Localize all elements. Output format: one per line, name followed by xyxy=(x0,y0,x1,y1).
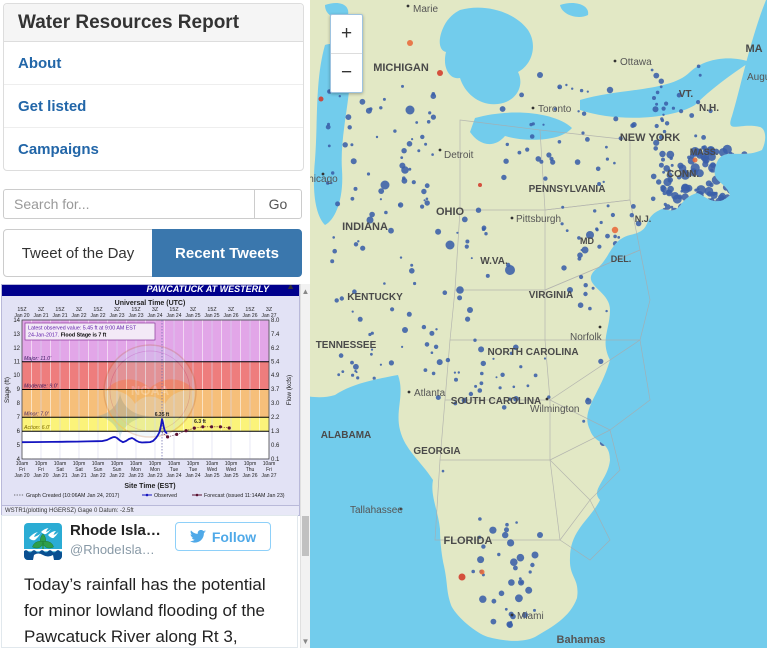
svg-text:Jan 27: Jan 27 xyxy=(261,473,276,479)
svg-text:Jan 26: Jan 26 xyxy=(242,473,257,479)
svg-text:0.6: 0.6 xyxy=(271,443,280,449)
svg-text:MD: MD xyxy=(580,236,594,246)
svg-text:NEW YORK: NEW YORK xyxy=(620,132,680,144)
svg-text:4.9: 4.9 xyxy=(271,373,280,379)
svg-text:Jan 21: Jan 21 xyxy=(52,473,67,479)
svg-text:12: 12 xyxy=(13,346,20,352)
svg-text:CONN.: CONN. xyxy=(667,169,699,180)
svg-text:Jan 23: Jan 23 xyxy=(128,313,143,319)
svg-text:Jan 22: Jan 22 xyxy=(90,473,105,479)
svg-text:Norfolk: Norfolk xyxy=(570,332,603,343)
svg-text:Chicago: Chicago xyxy=(310,174,338,185)
svg-text:W.VA.: W.VA. xyxy=(480,256,508,267)
svg-text:14: 14 xyxy=(13,318,20,324)
svg-text:Jan 23: Jan 23 xyxy=(128,473,143,479)
svg-text:Graph Created (10:06AM Jan 24,: Graph Created (10:06AM Jan 24, 2017) xyxy=(26,493,120,499)
svg-text:2.2: 2.2 xyxy=(271,415,280,421)
svg-text:Toronto: Toronto xyxy=(538,104,572,115)
svg-text:NOAA: NOAA xyxy=(131,383,170,398)
svg-text:Jan 25: Jan 25 xyxy=(204,313,219,319)
svg-text:Tallahassee: Tallahassee xyxy=(350,505,403,516)
svg-text:Marie: Marie xyxy=(413,4,438,15)
svg-text:Jan 21: Jan 21 xyxy=(33,313,48,319)
svg-text:Jan 24: Jan 24 xyxy=(185,473,200,479)
svg-text:Latest observed value: 5.45 f: Latest observed value: 5.45 ft at 9:00 A… xyxy=(28,326,137,332)
svg-text:Jan 23: Jan 23 xyxy=(109,313,124,319)
svg-text:Flow (kcfs): Flow (kcfs) xyxy=(286,375,293,405)
svg-text:Site Time (EST): Site Time (EST) xyxy=(124,483,175,490)
svg-text:Jan 25: Jan 25 xyxy=(204,473,219,479)
svg-text:Detroit: Detroit xyxy=(444,150,474,161)
svg-text:Jan 26: Jan 26 xyxy=(223,313,238,319)
svg-text:Jan 22: Jan 22 xyxy=(109,473,124,479)
svg-text:Stage (ft): Stage (ft) xyxy=(4,377,11,403)
svg-text:N.J.: N.J. xyxy=(635,214,652,224)
svg-text:Observed: Observed xyxy=(154,493,177,499)
svg-text:Jan 25: Jan 25 xyxy=(223,473,238,479)
svg-text:INDIANA: INDIANA xyxy=(342,221,388,233)
svg-text:Universal Time (UTC): Universal Time (UTC) xyxy=(115,300,186,307)
svg-text:Bahamas: Bahamas xyxy=(557,634,606,646)
svg-text:1.3: 1.3 xyxy=(271,429,280,435)
svg-text:24-Jan-2017. Flood Stage is 7: 24-Jan-2017. Flood Stage is 7 ft xyxy=(28,333,107,339)
svg-text:MA: MA xyxy=(745,43,762,55)
svg-text:SOUTH CAROLINA: SOUTH CAROLINA xyxy=(451,396,542,407)
svg-text:5.4: 5.4 xyxy=(271,360,280,366)
svg-text:NORTH CAROLINA: NORTH CAROLINA xyxy=(487,347,578,358)
svg-text:Jan 24: Jan 24 xyxy=(166,473,181,479)
svg-text:VT.: VT. xyxy=(679,89,694,100)
svg-text:Jan 21: Jan 21 xyxy=(71,473,86,479)
svg-text:Miami: Miami xyxy=(517,611,544,622)
svg-text:Jan 24: Jan 24 xyxy=(147,313,162,319)
svg-text:Jan 26: Jan 26 xyxy=(242,313,257,319)
svg-text:GEORGIA: GEORGIA xyxy=(413,446,460,457)
svg-text:10: 10 xyxy=(13,373,20,379)
svg-text:MASS.: MASS. xyxy=(690,147,719,157)
svg-text:7.4: 7.4 xyxy=(271,332,280,338)
svg-text:OHIO: OHIO xyxy=(436,206,465,218)
svg-text:Jan 25: Jan 25 xyxy=(185,313,200,319)
svg-text:Jan 22: Jan 22 xyxy=(71,313,86,319)
svg-text:MICHIGAN: MICHIGAN xyxy=(373,62,429,74)
svg-text:Jan 23: Jan 23 xyxy=(147,473,162,479)
svg-text:6.35 ft: 6.35 ft xyxy=(155,412,170,418)
svg-text:PENNSYLVANIA: PENNSYLVANIA xyxy=(529,184,606,195)
svg-text:6.2: 6.2 xyxy=(271,346,280,352)
svg-text:FLORIDA: FLORIDA xyxy=(444,535,493,547)
svg-text:DEL.: DEL. xyxy=(611,254,632,264)
svg-text:Forecast (issued 11:14AM Jan 2: Forecast (issued 11:14AM Jan 23) xyxy=(204,493,285,499)
svg-text:August: August xyxy=(747,72,767,83)
svg-text:ALABAMA: ALABAMA xyxy=(321,430,372,441)
svg-text:Moderate: 9.0': Moderate: 9.0' xyxy=(24,384,59,390)
svg-text:KENTUCKY: KENTUCKY xyxy=(347,292,403,303)
svg-text:8.0: 8.0 xyxy=(271,318,280,324)
svg-text:Major: 11.0': Major: 11.0' xyxy=(24,356,52,362)
svg-text:13: 13 xyxy=(13,332,20,338)
svg-text:TENNESSEE: TENNESSEE xyxy=(316,340,377,351)
svg-text:Minor: 7.0': Minor: 7.0' xyxy=(24,411,50,417)
svg-text:Jan 24: Jan 24 xyxy=(166,313,181,319)
svg-text:VIRGINIA: VIRGINIA xyxy=(529,290,573,301)
svg-text:Jan 20: Jan 20 xyxy=(33,473,48,479)
svg-text:3.7: 3.7 xyxy=(271,387,280,393)
svg-text:6.3 ft: 6.3 ft xyxy=(194,419,206,425)
svg-text:11: 11 xyxy=(14,360,21,366)
svg-text:Jan 21: Jan 21 xyxy=(52,313,67,319)
svg-text:Atlanta: Atlanta xyxy=(414,388,446,399)
svg-text:Jan 22: Jan 22 xyxy=(90,313,105,319)
svg-text:Pittsburgh: Pittsburgh xyxy=(516,214,561,225)
svg-text:N.H.: N.H. xyxy=(699,103,719,114)
svg-text:Action: 6.0': Action: 6.0' xyxy=(23,425,51,431)
svg-text:3.0: 3.0 xyxy=(271,401,280,407)
svg-text:Jan 20: Jan 20 xyxy=(14,473,29,479)
svg-text:Ottawa: Ottawa xyxy=(620,57,652,68)
